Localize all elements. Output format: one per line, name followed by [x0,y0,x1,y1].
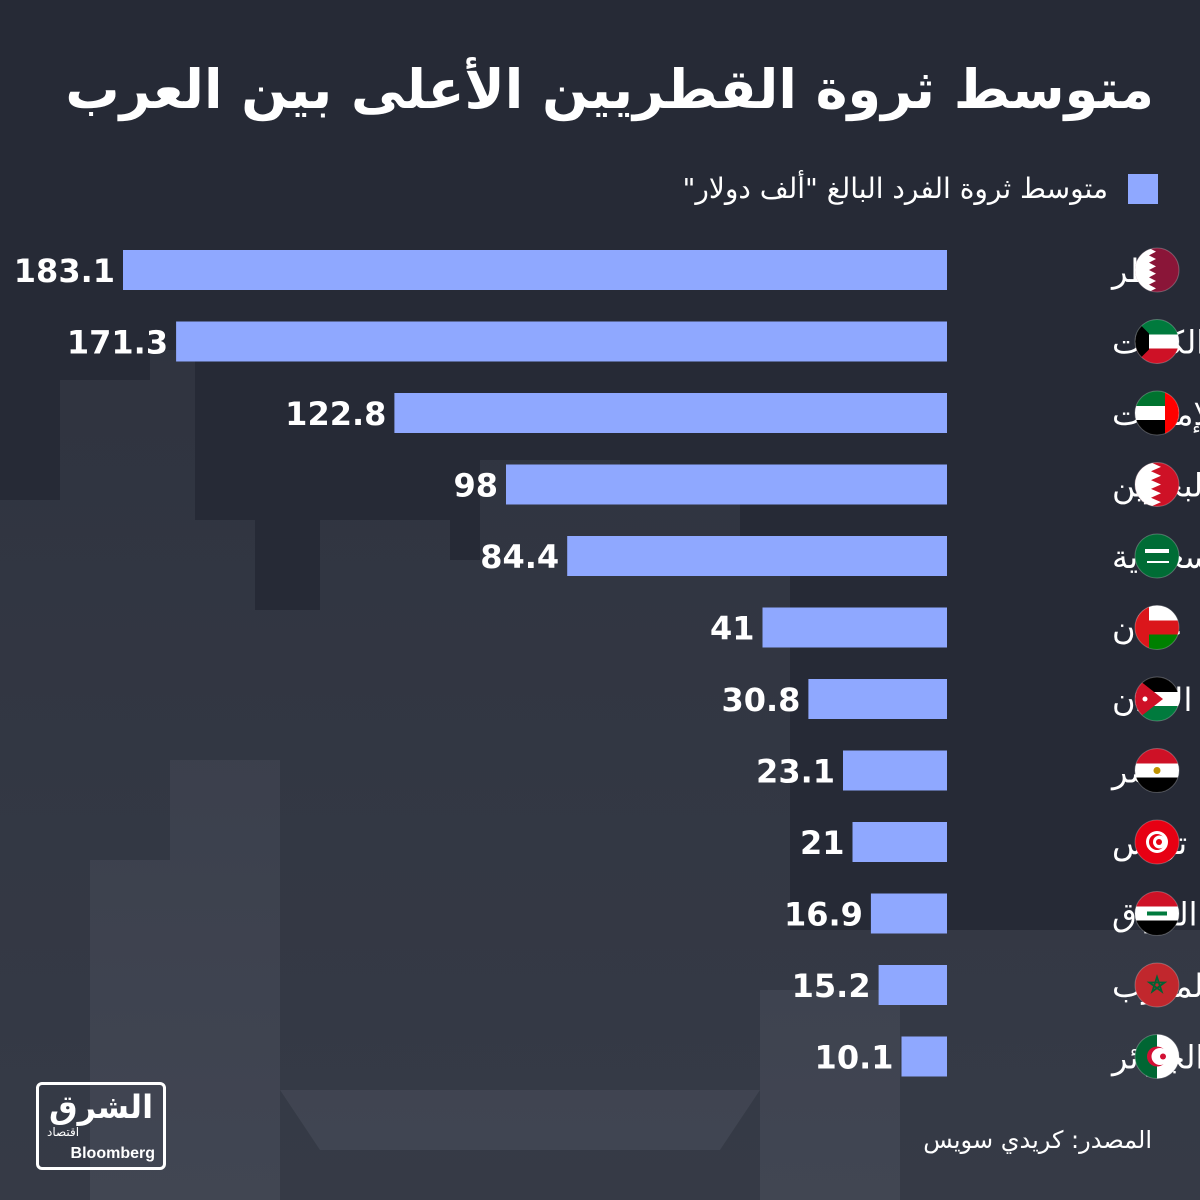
legend-swatch [1128,173,1158,204]
uae-flag-icon [1135,391,1179,435]
flag-ring [1134,676,1180,722]
data-label: 98 [453,467,498,505]
logo-brand-text: Bloomberg [70,1145,155,1162]
bar [901,1036,947,1077]
logo-main-text: الشرق [48,1088,154,1126]
flag-ring [1134,605,1180,650]
bahrain-flag-icon [1135,462,1179,507]
data-label: 30.8 [721,681,800,719]
jordan-flag-icon [1135,677,1179,721]
iraq-flag-icon [1135,891,1179,936]
flag-ring [1134,962,1180,1008]
flag-ring [1134,319,1180,364]
data-label: 23.1 [756,753,835,791]
bar [808,679,947,719]
source-note: المصدر: كريدي سويس [923,1126,1152,1154]
logo-sub-text: اقتصاد [47,1125,80,1139]
flag-ring [1134,748,1180,793]
flag-ring [1134,533,1180,579]
tunisia-flag-icon [1135,820,1179,864]
legend-label: متوسط ثروة الفرد البالغ "ألف دولار" [682,172,1108,205]
data-label: 16.9 [784,896,863,934]
bar [762,607,947,648]
flag-ring [1134,1034,1180,1079]
bar [567,536,947,576]
data-label: 122.8 [285,395,386,433]
flag-ring [1134,390,1180,436]
bar [878,965,947,1005]
oman-flag-icon [1135,605,1179,650]
chart-title: متوسط ثروة القطريين الأعلى بين العرب [65,58,1154,121]
data-label: 10.1 [815,1039,894,1077]
bar [843,750,947,791]
bar [506,464,947,505]
bar [852,822,947,862]
bar [394,393,947,433]
bar [870,893,947,934]
flag-ring [1134,462,1180,507]
data-label: 84.4 [480,538,559,576]
bar [123,250,947,290]
egypt-flag-icon [1135,748,1179,793]
chart-legend: متوسط ثروة الفرد البالغ "ألف دولار" [682,172,1158,205]
saudi-flag-icon [1135,534,1179,578]
asharq-bloomberg-logo: الشرق اقتصاد Bloomberg [36,1082,166,1170]
qatar-flag-icon [1135,248,1179,292]
data-label: 171.3 [67,324,168,362]
bar [176,321,948,362]
morocco-flag-icon [1135,963,1179,1007]
flag-ring [1134,819,1180,865]
flag-ring [1134,247,1180,293]
kuwait-flag-icon [1135,319,1179,364]
flag-ring [1134,891,1180,936]
data-label: 183.1 [14,252,115,290]
data-label: 15.2 [792,967,871,1005]
data-label: 41 [710,610,755,648]
algeria-flag-icon [1135,1034,1179,1079]
data-label: 21 [800,824,845,862]
